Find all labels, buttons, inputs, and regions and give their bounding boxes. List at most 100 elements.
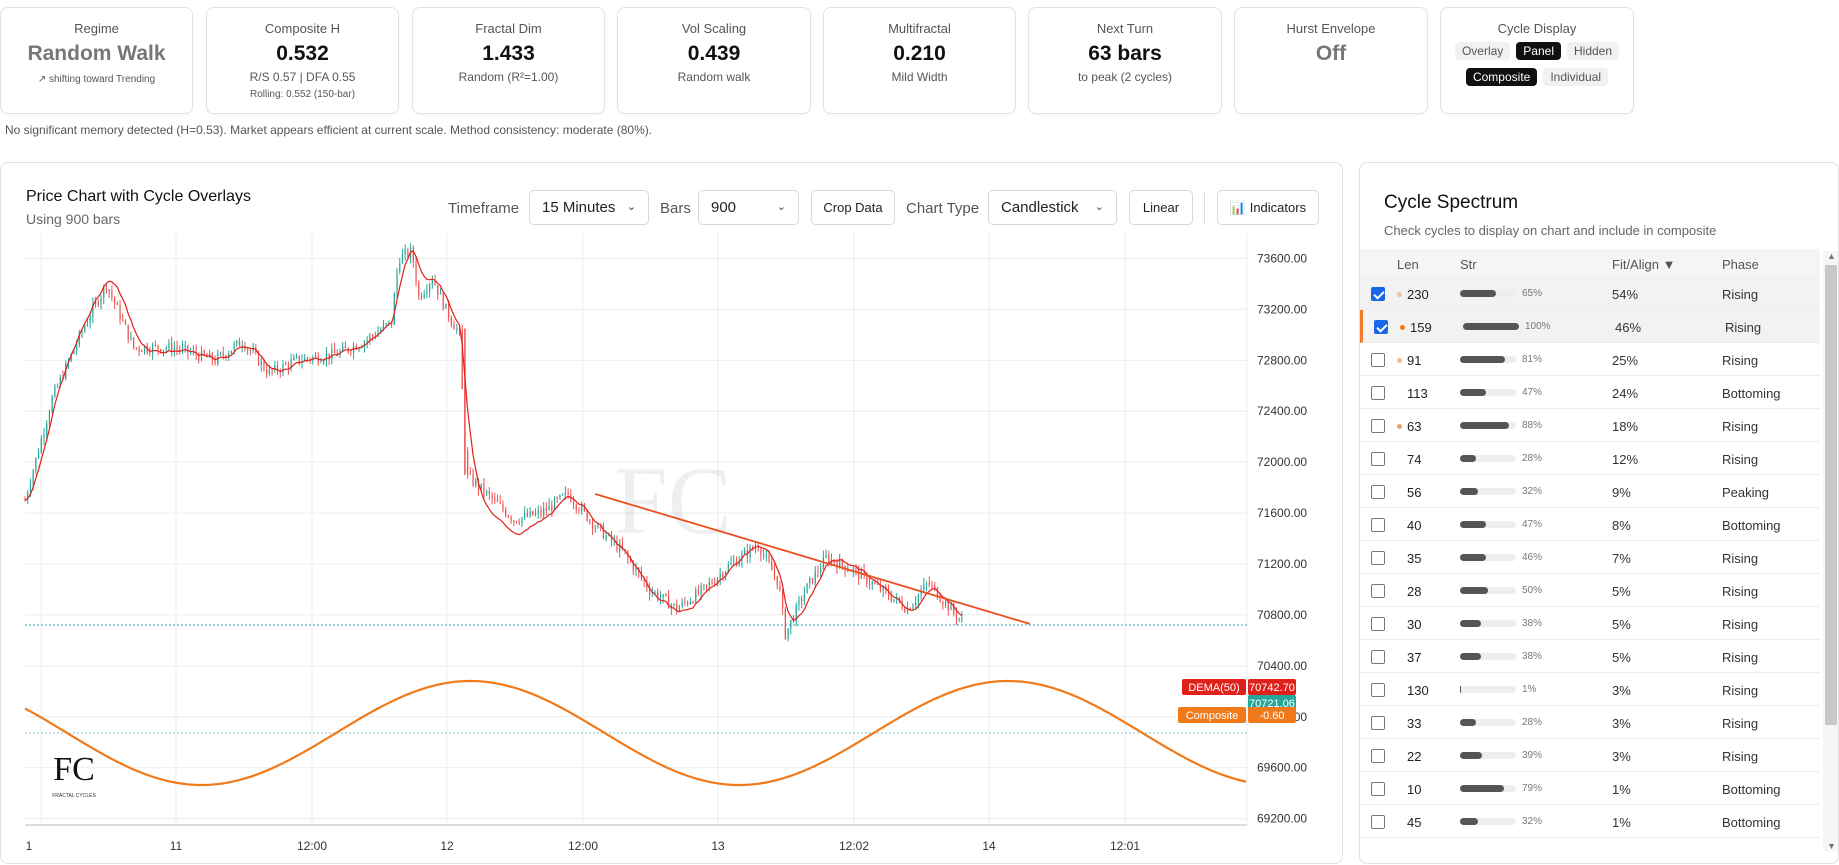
candle-down xyxy=(841,559,843,566)
cycle-checkbox[interactable] xyxy=(1374,320,1388,334)
spectrum-row-159[interactable]: 159 100% 46% Rising xyxy=(1360,310,1820,343)
scroll-up-icon[interactable]: ▲ xyxy=(1827,251,1836,261)
strength-bar xyxy=(1460,620,1516,627)
candle-down xyxy=(133,337,135,348)
candle-up xyxy=(219,352,222,354)
spectrum-row-74[interactable]: 74 28% 12% Rising xyxy=(1360,442,1820,475)
candle-up xyxy=(165,348,167,350)
spectrum-scrollbar[interactable]: ▲ ▼ xyxy=(1823,251,1838,851)
y-tick-label: 69200.00 xyxy=(1257,812,1307,826)
composite-type-button[interactable]: Composite xyxy=(1465,68,1538,86)
cycle-checkbox[interactable] xyxy=(1371,782,1385,796)
price-chart[interactable]: 1 11 12:00 12 12:00 13 12:02 14 12:0173600.00732… xyxy=(1,233,1341,865)
candle-up xyxy=(173,347,175,352)
candle-up xyxy=(738,561,740,566)
cycle-length: 37 xyxy=(1407,650,1422,665)
spectrum-row-113[interactable]: 113 47% 24% Bottoming xyxy=(1360,376,1820,409)
fractal-dim-label: Fractal Dim xyxy=(475,21,542,36)
candle-down xyxy=(890,596,892,602)
cycle-checkbox[interactable] xyxy=(1371,749,1385,763)
spectrum-row-230[interactable]: 230 65% 54% Rising xyxy=(1360,277,1820,310)
cycle-checkbox[interactable] xyxy=(1371,617,1385,631)
dema-value-label-bg xyxy=(1248,679,1296,695)
hidden-mode-button[interactable]: Hidden xyxy=(1567,42,1620,60)
cycle-checkbox[interactable] xyxy=(1371,551,1385,565)
timeframe-select[interactable]: 15 Minutes ⌄ xyxy=(529,190,649,225)
spectrum-row-91[interactable]: 91 81% 25% Rising xyxy=(1360,343,1820,376)
cycle-checkbox[interactable] xyxy=(1371,485,1385,499)
spectrum-row-22[interactable]: 22 39% 3% Rising xyxy=(1360,739,1820,772)
candle-down xyxy=(556,497,558,499)
dema-label-bg xyxy=(1182,679,1246,695)
bars-select[interactable]: 900 ⌄ xyxy=(698,190,799,225)
overlay-mode-button[interactable]: Overlay xyxy=(1454,42,1511,60)
cycle-phase: Rising xyxy=(1722,419,1759,434)
spectrum-row-28[interactable]: 28 50% 5% Rising xyxy=(1360,574,1820,607)
candle-down xyxy=(877,583,879,585)
candle-up xyxy=(958,618,960,620)
spectrum-row-35[interactable]: 35 46% 7% Rising xyxy=(1360,541,1820,574)
candle-down xyxy=(472,473,474,485)
cycle-checkbox[interactable] xyxy=(1371,419,1385,433)
candle-up xyxy=(689,601,691,604)
y-tick-label: 69600.00 xyxy=(1257,761,1307,775)
spectrum-row-33[interactable]: 33 28% 3% Rising xyxy=(1360,706,1820,739)
cycle-checkbox[interactable] xyxy=(1371,287,1385,301)
spectrum-row-56[interactable]: 56 32% 9% Peaking xyxy=(1360,475,1820,508)
cycle-checkbox[interactable] xyxy=(1371,815,1385,829)
cycle-checkbox[interactable] xyxy=(1371,452,1385,466)
candle-up xyxy=(852,568,854,572)
candle-down xyxy=(863,570,865,574)
candle-up xyxy=(43,434,45,439)
candle-down xyxy=(458,329,461,331)
cycle-checkbox[interactable] xyxy=(1371,584,1385,598)
cycle-checkbox[interactable] xyxy=(1371,683,1385,697)
chart-type-select[interactable]: Candlestick ⌄ xyxy=(988,190,1117,225)
cycle-checkbox[interactable] xyxy=(1371,518,1385,532)
spectrum-row-37[interactable]: 37 38% 5% Rising xyxy=(1360,640,1820,673)
cycle-checkbox[interactable] xyxy=(1371,716,1385,730)
candle-down xyxy=(667,595,670,609)
candle-down xyxy=(263,360,265,370)
candle-up xyxy=(605,535,607,539)
candle-down xyxy=(355,345,357,350)
candle-down xyxy=(420,295,423,298)
candle-down xyxy=(412,248,414,262)
spectrum-title: Cycle Spectrum xyxy=(1384,192,1519,213)
spectrum-table-header: Len Str Fit/Align ▼ Phase xyxy=(1360,249,1820,277)
candle-down xyxy=(442,292,444,309)
spectrum-row-30[interactable]: 30 38% 5% Rising xyxy=(1360,607,1820,640)
candle-up xyxy=(48,412,51,424)
candle-up xyxy=(184,345,186,347)
fit-header[interactable]: Fit/Align ▼ xyxy=(1612,257,1676,272)
candle-down xyxy=(415,261,417,283)
hurst-envelope-card[interactable]: Hurst Envelope Off xyxy=(1234,7,1428,114)
cycle-checkbox[interactable] xyxy=(1371,386,1385,400)
crop-data-button[interactable]: Crop Data xyxy=(811,190,895,225)
strength-bar-fill xyxy=(1460,455,1476,462)
cycle-checkbox[interactable] xyxy=(1371,650,1385,664)
cycle-checkbox[interactable] xyxy=(1371,353,1385,367)
candle-up xyxy=(594,527,596,529)
scale-toggle-button[interactable]: Linear xyxy=(1129,190,1193,225)
spectrum-row-40[interactable]: 40 47% 8% Bottoming xyxy=(1360,508,1820,541)
panel-mode-button[interactable]: Panel xyxy=(1516,42,1561,60)
x-tick-label: 1 xyxy=(26,839,33,853)
spectrum-row-45[interactable]: 45 32% 1% Bottoming xyxy=(1360,805,1820,838)
spectrum-row-10[interactable]: 10 79% 1% Bottoming xyxy=(1360,772,1820,805)
spectrum-row-130[interactable]: 130 1% 3% Rising xyxy=(1360,673,1820,706)
candle-down xyxy=(887,590,890,597)
scroll-down-icon[interactable]: ▼ xyxy=(1827,841,1836,851)
individual-type-button[interactable]: Individual xyxy=(1543,68,1609,86)
spectrum-row-63[interactable]: 63 88% 18% Rising xyxy=(1360,409,1820,442)
candle-up xyxy=(912,605,914,610)
cycle-length: 230 xyxy=(1407,287,1429,302)
candle-down xyxy=(855,568,857,570)
candle-down xyxy=(801,599,803,602)
candle-up xyxy=(537,510,539,513)
indicators-button[interactable]: 📊 Indicators xyxy=(1217,190,1319,225)
cycle-length: 22 xyxy=(1407,749,1422,764)
cycle-length: 28 xyxy=(1407,584,1422,599)
candle-down xyxy=(127,324,129,340)
scroll-thumb[interactable] xyxy=(1825,265,1837,725)
